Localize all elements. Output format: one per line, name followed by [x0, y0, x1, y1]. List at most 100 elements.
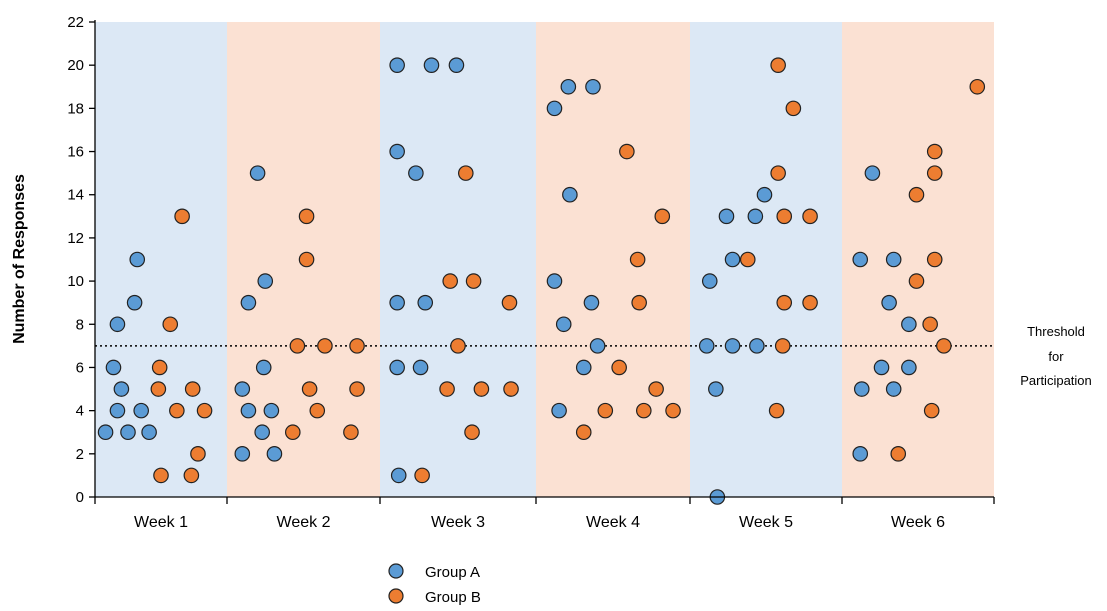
group-a-point	[390, 467, 407, 484]
group-b-point	[611, 359, 627, 376]
group-a-point	[254, 424, 270, 441]
group-a-point	[749, 338, 765, 354]
group-b-point	[150, 381, 167, 397]
x-category-label: Week 4	[586, 514, 640, 531]
group-b-point	[464, 424, 480, 441]
group-b-point	[785, 100, 802, 117]
group-b-point	[923, 402, 940, 419]
group-b-point	[343, 424, 359, 441]
group-a-point	[718, 208, 735, 225]
group-b-point	[439, 381, 455, 397]
group-b-point	[284, 424, 301, 441]
group-a-point	[109, 316, 126, 333]
group-b-point	[151, 359, 168, 376]
group-b-point	[298, 251, 315, 268]
group-a-point	[724, 251, 741, 268]
y-axis-label: Number of Responses	[11, 174, 28, 344]
band-week-5	[690, 22, 842, 497]
group-b-point	[196, 402, 213, 419]
group-a-point	[562, 186, 578, 203]
group-b-point	[776, 208, 793, 225]
group-a-point	[701, 273, 718, 289]
legend: Group A Group B	[388, 563, 481, 606]
group-b-point	[654, 208, 671, 225]
y-tick-label-20: 20	[67, 57, 84, 74]
group-b-point	[442, 273, 458, 289]
group-a-point	[551, 402, 567, 419]
y-tick-label-8: 8	[76, 316, 84, 333]
group-a-point	[885, 251, 902, 268]
x-category-label: Week 1	[134, 514, 188, 531]
group-a-point	[113, 381, 130, 397]
legend-marker-group-a	[388, 563, 404, 579]
y-tick-label-10: 10	[67, 273, 84, 290]
group-a-point	[266, 446, 283, 462]
group-b-point	[631, 294, 647, 311]
group-a-point	[133, 402, 149, 419]
axes	[94, 20, 995, 504]
group-b-point	[169, 402, 185, 419]
group-b-point	[665, 402, 681, 419]
group-b-point	[908, 273, 925, 289]
group-b-point	[908, 186, 925, 203]
group-b-point	[503, 381, 519, 397]
legend-marker-group-b	[388, 588, 404, 604]
group-b-point	[768, 402, 785, 419]
group-a-point	[852, 446, 869, 462]
group-a-point	[585, 78, 601, 95]
group-a-point	[257, 273, 274, 289]
group-a-point	[109, 402, 126, 419]
group-a-point	[575, 359, 592, 376]
group-a-point	[105, 359, 122, 376]
y-tick-label-22: 22	[67, 14, 84, 31]
group-b-point	[450, 338, 466, 354]
group-b-point	[890, 446, 907, 462]
y-tick-label-4: 4	[76, 403, 84, 420]
group-a-point	[240, 402, 257, 419]
group-a-point	[141, 424, 157, 441]
y-tick-label-14: 14	[67, 187, 84, 204]
group-a-point	[589, 338, 606, 354]
y-tick-label-16: 16	[67, 144, 84, 161]
group-b-point	[770, 165, 786, 181]
group-a-point	[560, 78, 577, 95]
group-a-point	[555, 316, 572, 333]
group-b-point	[501, 294, 518, 311]
group-a-point	[129, 251, 146, 268]
y-tick-label-18: 18	[67, 100, 84, 117]
group-b-point	[635, 402, 652, 419]
group-b-point	[465, 273, 482, 289]
legend-label-group-a: Group A	[425, 564, 480, 581]
group-b-point	[774, 338, 791, 354]
group-a-point	[747, 208, 764, 225]
group-b-point	[926, 251, 943, 268]
group-a-point	[412, 359, 429, 376]
data-points	[97, 57, 986, 505]
y-axis-ticks: 0 2 4 6 8 10 12 14 16 18 20 22	[67, 14, 95, 506]
group-b-point	[174, 208, 190, 225]
group-a-point	[234, 446, 251, 462]
group-a-point	[249, 165, 266, 181]
group-b-point	[926, 165, 943, 181]
y-tick-label-2: 2	[76, 446, 84, 463]
group-a-point	[724, 338, 741, 354]
x-category-label: Week 5	[739, 514, 793, 531]
group-a-point	[583, 294, 600, 311]
group-b-point	[184, 381, 201, 397]
group-b-point	[309, 402, 326, 419]
group-a-point	[255, 359, 272, 376]
group-a-point	[263, 402, 280, 419]
group-a-point	[901, 359, 917, 376]
group-a-point	[120, 424, 136, 441]
group-b-point	[473, 381, 490, 397]
group-b-point	[802, 294, 818, 311]
group-a-point	[546, 273, 563, 289]
group-b-point	[739, 251, 756, 268]
group-b-point	[776, 294, 793, 311]
group-b-point	[457, 165, 474, 181]
group-a-point	[389, 294, 405, 311]
group-b-point	[926, 143, 943, 160]
group-b-point	[190, 446, 206, 462]
group-b-point	[298, 208, 315, 225]
group-b-point	[414, 467, 430, 484]
